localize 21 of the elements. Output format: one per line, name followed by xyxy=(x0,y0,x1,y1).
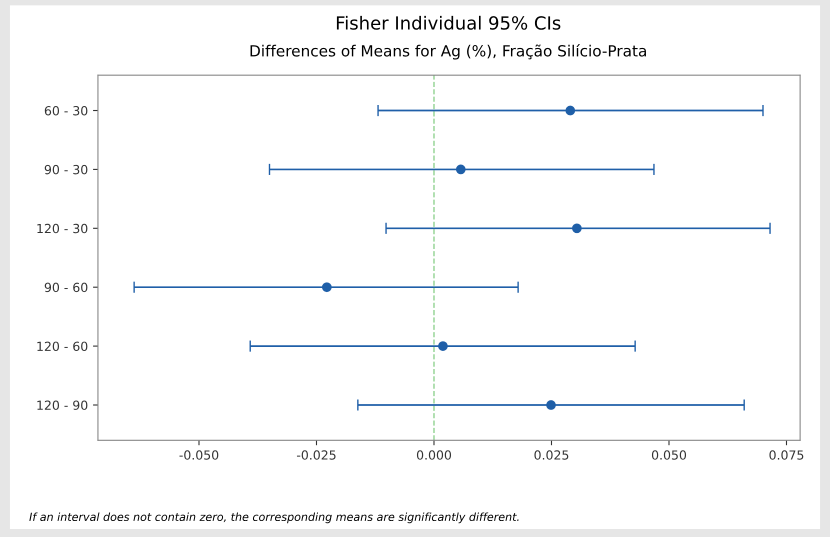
x-tick-label: 0.025 xyxy=(534,450,568,460)
x-tick-label: 0.000 xyxy=(416,450,452,460)
chart-subtitle: Differences of Means for Ag (%), Fração Silício-Prata xyxy=(250,44,646,60)
text: If an interval does not contain zero, the corresponding means are significantly different. xyxy=(29,512,519,524)
y-tick-label: 120 - 90 xyxy=(37,400,88,410)
x-tick-label: 0.050 xyxy=(652,450,686,460)
x-tick-label: -0.025 xyxy=(296,450,336,460)
point xyxy=(438,341,448,351)
point xyxy=(456,164,466,174)
point xyxy=(546,400,556,410)
y-tick-label: 120 - 30 xyxy=(37,224,88,234)
y-tick-label: 90 - 30 xyxy=(44,164,88,174)
point xyxy=(322,282,332,292)
y-tick-label: 90 - 60 xyxy=(44,282,88,292)
point xyxy=(565,106,576,116)
y-tick-label: 120 - 60 xyxy=(37,342,88,352)
point xyxy=(572,223,582,234)
y-tick-label: 60 - 30 xyxy=(44,106,88,116)
x-tick-label: 0.075 xyxy=(769,450,804,460)
chart-title: Fisher Individual 95% CIs xyxy=(336,16,560,30)
x-tick-label: -0.050 xyxy=(179,450,218,460)
